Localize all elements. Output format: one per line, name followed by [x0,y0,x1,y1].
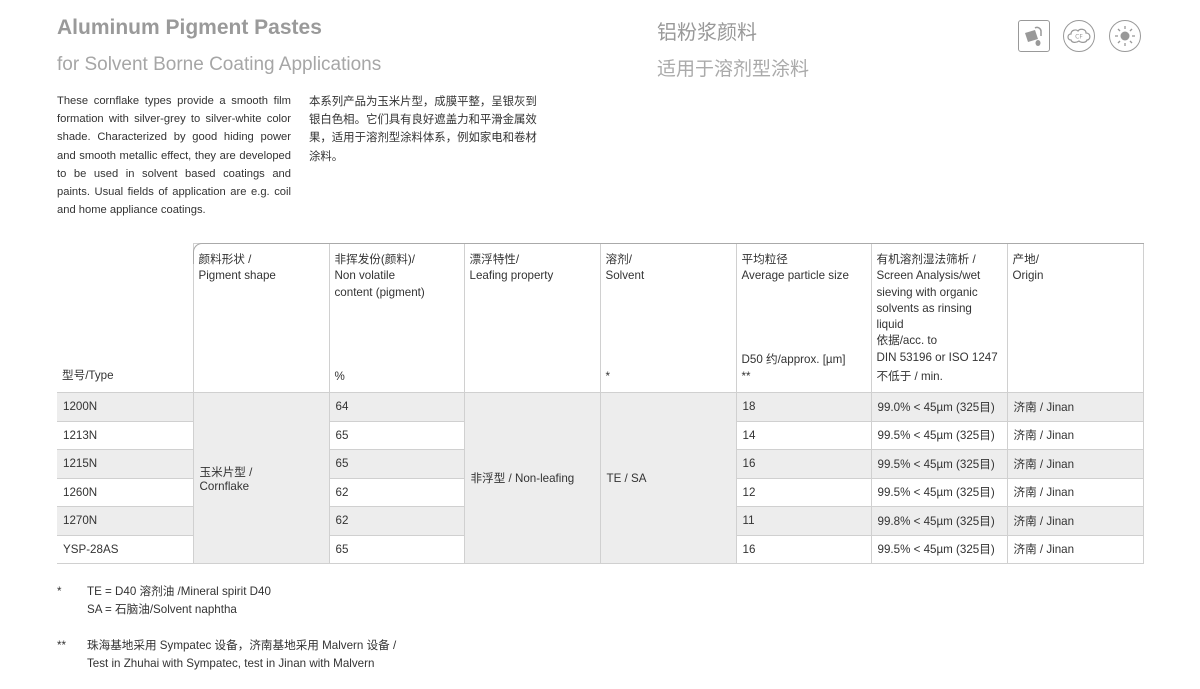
screen-analysis-cell: 99.0% < 45µm (325目) [870,392,1008,422]
footnote-line: 珠海基地采用 Sympatec 设备，济南基地采用 Malvern 设备 / [87,639,397,652]
product-table: 型号/Type 颜料形状 / Pigment shape 非挥发份(颜料)/ Non… [57,243,1144,564]
leafing-cell: 非浮型 / Non-leafing [463,392,601,564]
table-row: YSP-28AS 65 16 99.5% < 45µm (325目) 济南 / Jina… [57,534,1144,564]
column-header: 平均粒径 Average particle size D50 约/approx. … [735,243,872,393]
column-header-unit: D50 约/approx. [µm] ** [741,353,846,383]
pigment-shape-cell: 玉米片型 / Cornflake [192,392,330,564]
d50-cell: 11 [735,506,872,536]
type-cell: 1270N [57,506,194,536]
screen-analysis-cell: 99.8% < 45µm (325目) [870,506,1008,536]
table-row: 1215N 65 16 99.5% < 45µm (325目) 济南 / Jinan [57,449,1144,479]
nonvolatile-cell: 62 [328,477,465,507]
column-header-title: 漂浮特性/ Leafing property [469,253,554,283]
origin-cell: 济南 / Jinan [1006,420,1144,450]
column-header-title: 溶剂/ Solvent [605,253,645,283]
footnote-marker: ** [57,639,67,652]
screen-analysis-cell: 99.5% < 45µm (325目) [870,420,1008,450]
screen-analysis-cell: 99.5% < 45µm (325目) [870,534,1008,564]
origin-cell: 济南 / Jinan [1006,392,1144,422]
nonvolatile-cell: 62 [328,506,465,536]
page-subtitle-cn: 适用于溶剂型涂料 [657,58,810,80]
screen-analysis-cell: 99.5% < 45µm (325目) [870,449,1008,479]
type-cell: 1260N [57,477,194,507]
footnote: * TE = D40 溶剂油 /Mineral spirit D40 SA = 石脑… [57,583,396,619]
type-cell: 1200N [57,392,194,422]
type-cell: 1215N [57,449,194,479]
footnote-marker: * [57,585,62,598]
column-header: 漂浮特性/ Leafing property [463,243,601,393]
solvent-cell: TE / SA [599,392,737,564]
d50-cell: 18 [735,392,872,422]
origin-cell: 济南 / Jinan [1006,449,1144,479]
column-header: 非挥发份(颜料)/ Non volatile content (pigment)… [328,243,465,393]
d50-cell: 12 [735,477,872,507]
type-cell: YSP-28AS [57,534,194,564]
column-header-unit: 型号/Type [62,369,114,383]
footnote-line: TE = D40 溶剂油 /Mineral spirit D40 [87,585,271,598]
d50-cell: 16 [735,534,872,564]
screen-analysis-cell: 99.5% < 45µm (325目) [870,477,1008,507]
page-subtitle: for Solvent Borne Coating Applications [57,54,382,75]
sun-icon [1109,20,1141,52]
column-header: 有机溶剂湿法筛析 / Screen Analysis/wet sieving w… [870,243,1008,393]
table-row: 1270N 62 11 99.8% < 45µm (325目) 济南 / Jinan [57,506,1144,536]
paint-bucket-icon [1018,20,1050,52]
footnote-line: SA = 石脑油/Solvent naphtha [87,603,237,616]
description-english: These cornflake types provide a smooth f… [57,95,291,217]
column-header-title: 有机溶剂湿法筛析 / Screen Analysis/wet sieving w… [876,253,998,364]
type-cell: 1213N [57,420,194,450]
column-header-title: 产地/ Origin [1012,253,1044,283]
footnote: ** 珠海基地采用 Sympatec 设备，济南基地采用 Malvern 设备 /… [57,637,396,673]
table-row: 1200N 玉米片型 / Cornflake 64 非浮型 / Non-leafing… [57,392,1144,564]
d50-cell: 16 [735,449,872,479]
nonvolatile-cell: 65 [328,534,465,564]
column-header-unit: * [605,369,611,383]
d50-cell: 14 [735,420,872,450]
column-header-title: 颜料形状 / Pigment shape [198,253,276,283]
column-header: 溶剂/ Solvent * [599,243,737,393]
column-header-unit: 不低于 / min. [876,369,943,383]
description-chinese: 本系列产品为玉米片型，成膜平整，呈银灰到银白色相。它们具有良好遮盖力和平滑金属效… [309,94,537,163]
footnotes: * TE = D40 溶剂油 /Mineral spirit D40 SA = 石脑… [57,583,396,673]
column-header: 产地/ Origin [1006,243,1144,393]
footnote-line: Test in Zhuhai with Sympatec, test in Ji… [87,657,375,670]
nonvolatile-cell: 64 [328,392,465,422]
cf-cloud-icon: CF [1063,20,1095,52]
column-header: 颜料形状 / Pigment shape [192,243,330,393]
column-header-unit: % [334,369,345,383]
nonvolatile-cell: 65 [328,449,465,479]
table-row: 1213N 65 14 99.5% < 45µm (325目) 济南 / Jinan [57,420,1144,450]
origin-cell: 济南 / Jinan [1006,506,1144,536]
origin-cell: 济南 / Jinan [1006,477,1144,507]
page-title: Aluminum Pigment Pastes [57,16,322,39]
page-title-cn: 铝粉浆颜料 [657,20,757,44]
column-header-title: 非挥发份(颜料)/ Non volatile content (pigment) [334,253,425,299]
origin-cell: 济南 / Jinan [1006,534,1144,564]
column-header-title: 平均粒径 Average particle size [741,253,849,283]
nonvolatile-cell: 65 [328,420,465,450]
table-row: 1260N 62 12 99.5% < 45µm (325目) 济南 / Jinan [57,477,1144,507]
svg-text:CF: CF [1075,34,1083,41]
column-header: 型号/Type [57,243,194,393]
table-header-row: 型号/Type 颜料形状 / Pigment shape 非挥发份(颜料)/ Non… [57,243,1144,393]
